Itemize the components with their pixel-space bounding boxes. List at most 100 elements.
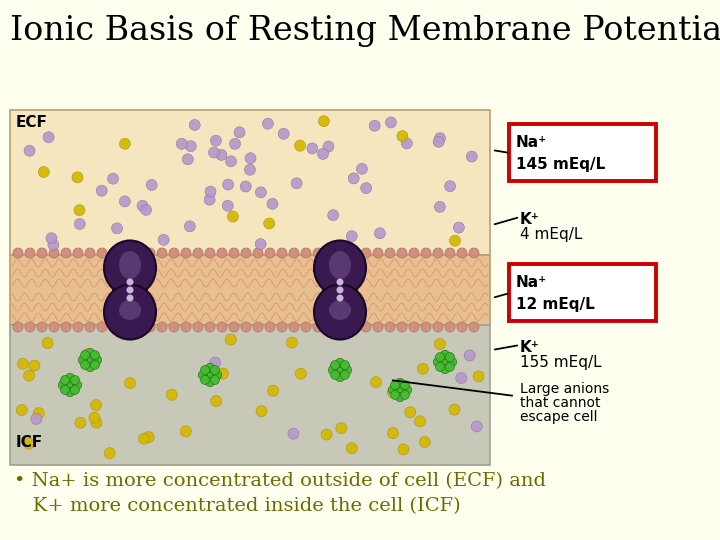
- Circle shape: [336, 279, 343, 286]
- Circle shape: [267, 198, 278, 210]
- Circle shape: [121, 322, 131, 332]
- Circle shape: [31, 413, 42, 424]
- Circle shape: [121, 248, 131, 258]
- Bar: [112, 275, 148, 305]
- Circle shape: [295, 368, 307, 379]
- Circle shape: [125, 377, 135, 389]
- Circle shape: [210, 375, 220, 384]
- Circle shape: [289, 248, 299, 258]
- Circle shape: [96, 185, 107, 196]
- Circle shape: [109, 322, 119, 332]
- Circle shape: [436, 353, 444, 362]
- FancyBboxPatch shape: [509, 264, 656, 321]
- Text: K⁺: K⁺: [520, 340, 540, 355]
- Circle shape: [211, 396, 222, 407]
- Circle shape: [395, 393, 405, 402]
- Circle shape: [361, 248, 371, 258]
- Circle shape: [210, 357, 220, 368]
- Text: Na⁺: Na⁺: [516, 275, 547, 290]
- Circle shape: [120, 138, 130, 149]
- Circle shape: [449, 235, 461, 246]
- Circle shape: [71, 375, 79, 384]
- Circle shape: [222, 179, 233, 190]
- Circle shape: [198, 370, 207, 380]
- Ellipse shape: [104, 240, 156, 295]
- Circle shape: [143, 431, 154, 443]
- Circle shape: [146, 179, 157, 191]
- Circle shape: [205, 377, 215, 387]
- Circle shape: [325, 248, 335, 258]
- Text: 12 mEq/L: 12 mEq/L: [516, 297, 595, 312]
- Circle shape: [349, 322, 359, 332]
- Circle shape: [75, 417, 86, 428]
- Circle shape: [356, 163, 367, 174]
- Circle shape: [395, 379, 405, 387]
- Circle shape: [469, 322, 479, 332]
- Circle shape: [138, 433, 150, 444]
- Circle shape: [229, 322, 239, 332]
- Circle shape: [401, 138, 413, 149]
- Circle shape: [97, 248, 107, 258]
- Circle shape: [241, 248, 251, 258]
- Circle shape: [73, 248, 83, 258]
- Circle shape: [301, 248, 311, 258]
- Text: escape cell: escape cell: [520, 410, 598, 424]
- Circle shape: [210, 366, 220, 375]
- Circle shape: [256, 406, 267, 417]
- Circle shape: [127, 287, 133, 294]
- Circle shape: [169, 322, 179, 332]
- Circle shape: [400, 381, 410, 389]
- Circle shape: [328, 210, 338, 221]
- Circle shape: [82, 349, 93, 360]
- Circle shape: [205, 322, 215, 332]
- Circle shape: [91, 417, 102, 428]
- Bar: [10, 255, 490, 325]
- Bar: [10, 110, 490, 255]
- Circle shape: [448, 357, 456, 367]
- Circle shape: [49, 248, 59, 258]
- Circle shape: [457, 248, 467, 258]
- Circle shape: [37, 248, 47, 258]
- Text: • Na+ is more concentrated outside of cell (ECF) and
   K+ more concentrated ins: • Na+ is more concentrated outside of ce…: [14, 472, 546, 515]
- Circle shape: [443, 359, 454, 370]
- Circle shape: [91, 400, 102, 410]
- Circle shape: [74, 205, 85, 215]
- Circle shape: [85, 322, 95, 332]
- Circle shape: [337, 322, 347, 332]
- Circle shape: [402, 386, 412, 395]
- Circle shape: [387, 387, 398, 398]
- Circle shape: [81, 361, 89, 369]
- Circle shape: [86, 355, 94, 364]
- Circle shape: [387, 428, 398, 438]
- Circle shape: [49, 322, 59, 332]
- Circle shape: [307, 143, 318, 154]
- Ellipse shape: [119, 300, 141, 320]
- Circle shape: [388, 386, 397, 395]
- Circle shape: [336, 373, 344, 382]
- Circle shape: [13, 322, 23, 332]
- Circle shape: [180, 426, 192, 437]
- Circle shape: [336, 359, 344, 367]
- Circle shape: [397, 322, 407, 332]
- Circle shape: [336, 287, 343, 294]
- Circle shape: [120, 196, 130, 207]
- Circle shape: [81, 350, 89, 360]
- Circle shape: [205, 370, 215, 380]
- Circle shape: [277, 248, 287, 258]
- Ellipse shape: [329, 300, 351, 320]
- Circle shape: [91, 350, 99, 360]
- Circle shape: [445, 322, 455, 332]
- Circle shape: [66, 388, 74, 397]
- Circle shape: [216, 150, 227, 160]
- Circle shape: [287, 337, 297, 348]
- Circle shape: [38, 166, 49, 178]
- Circle shape: [133, 248, 143, 258]
- Circle shape: [405, 407, 415, 418]
- Circle shape: [204, 194, 215, 205]
- Circle shape: [78, 355, 87, 364]
- Circle shape: [473, 371, 484, 382]
- Circle shape: [433, 322, 443, 332]
- Circle shape: [371, 377, 382, 388]
- Circle shape: [240, 181, 251, 192]
- Circle shape: [421, 322, 431, 332]
